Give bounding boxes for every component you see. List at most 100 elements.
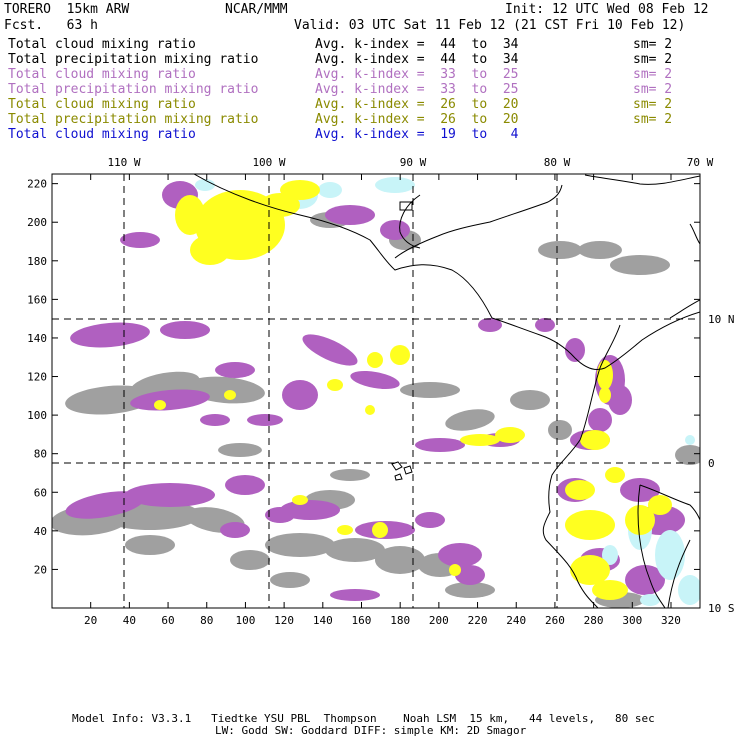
legend-kindex: Avg. k-index = 19 to 4 bbox=[315, 127, 519, 142]
y-tick-label: 200 bbox=[27, 216, 47, 229]
yellow-cloud-area bbox=[449, 564, 461, 576]
yellow-cloud-area bbox=[224, 390, 236, 400]
cyan-cloud-area bbox=[685, 435, 695, 445]
y-tick-label: 40 bbox=[34, 525, 47, 538]
yellow-cloud-area bbox=[365, 405, 375, 415]
cyan-cloud-area bbox=[318, 182, 342, 198]
purple-cloud-area bbox=[130, 389, 210, 411]
plot-frame bbox=[51, 173, 701, 609]
init-time: Init: 12 UTC Wed 08 Feb 12 bbox=[505, 2, 709, 17]
purple-cloud-area bbox=[455, 565, 485, 585]
valid-time: Valid: 03 UTC Sat 11 Feb 12 (21 CST Fri … bbox=[294, 18, 686, 33]
gray-cloud-area bbox=[400, 382, 460, 398]
legend-smoothing: sm= 2 bbox=[633, 37, 673, 52]
purple-cloud-area bbox=[120, 232, 160, 248]
yellow-cloud-area bbox=[154, 400, 166, 410]
yellow-cloud-area bbox=[337, 525, 353, 535]
purple-cloud-area bbox=[620, 478, 660, 502]
gray-cloud-area bbox=[325, 538, 385, 562]
y-tick-label: 120 bbox=[27, 371, 47, 384]
yellow-cloud-area bbox=[292, 495, 308, 505]
purple-cloud-area bbox=[565, 338, 585, 362]
purple-cloud-area bbox=[125, 483, 215, 507]
legend-field: Total cloud mixing ratio bbox=[8, 67, 196, 82]
longitude-label: 100 W bbox=[252, 156, 285, 169]
gray-cloud-area bbox=[538, 241, 582, 259]
x-tick-label: 300 bbox=[622, 614, 642, 627]
legend-field: Total cloud mixing ratio bbox=[8, 97, 196, 112]
yellow-cloud-area bbox=[565, 510, 615, 540]
x-tick-label: 80 bbox=[200, 614, 213, 627]
legend-smoothing: sm= 2 bbox=[633, 82, 673, 97]
gray-cloud-area bbox=[510, 390, 550, 410]
purple-cloud-area bbox=[330, 589, 380, 601]
purple-cloud-area bbox=[608, 385, 632, 415]
gray-cloud-area bbox=[270, 572, 310, 588]
x-tick-label: 120 bbox=[274, 614, 294, 627]
model-info: Model Info: V3.3.1 Tiedtke YSU PBL Thomp… bbox=[72, 712, 655, 725]
yellow-cloud-area bbox=[367, 352, 383, 368]
legend-field: Total precipitation mixing ratio bbox=[8, 52, 259, 67]
x-tick-label: 200 bbox=[429, 614, 449, 627]
legend-row: Total precipitation mixing ratio Avg. k-… bbox=[8, 82, 732, 97]
gray-cloud-area bbox=[230, 550, 270, 570]
y-tick-label: 140 bbox=[27, 332, 47, 345]
cloud-field-layer bbox=[52, 177, 700, 608]
x-tick-label: 180 bbox=[390, 614, 410, 627]
x-tick-label: 220 bbox=[468, 614, 488, 627]
yellow-cloud-area bbox=[625, 505, 655, 535]
y-tick-label: 100 bbox=[27, 409, 47, 422]
longitude-label: 110 W bbox=[107, 156, 140, 169]
purple-cloud-area bbox=[247, 414, 283, 426]
legend-row: Total precipitation mixing ratio Avg. k-… bbox=[8, 112, 732, 127]
yellow-cloud-area bbox=[390, 345, 410, 365]
graticule bbox=[52, 174, 700, 608]
legend-row: Total cloud mixing ratio Avg. k-index = … bbox=[8, 67, 732, 82]
x-tick-label: 240 bbox=[506, 614, 526, 627]
legend-row: Total cloud mixing ratio Avg. k-index = … bbox=[8, 37, 732, 52]
legend-smoothing: sm= 2 bbox=[633, 67, 673, 82]
cyan-cloud-area bbox=[602, 545, 618, 565]
purple-cloud-area bbox=[200, 414, 230, 426]
gray-cloud-area bbox=[218, 443, 262, 457]
legend-kindex: Avg. k-index = 26 to 20 bbox=[315, 112, 519, 127]
model-title: TORERO 15km ARW bbox=[4, 2, 130, 17]
legend-row: Total cloud mixing ratio Avg. k-index = … bbox=[8, 127, 732, 142]
purple-cloud-area bbox=[70, 322, 150, 348]
legend-row: Total precipitation mixing ratio Avg. k-… bbox=[8, 52, 732, 67]
gray-cloud-area bbox=[675, 445, 700, 465]
legend-kindex: Avg. k-index = 44 to 34 bbox=[315, 52, 519, 67]
y-tick-label: 180 bbox=[27, 255, 47, 268]
axes: 20 40 60 80 100 120 140 160 180 200 220 240 260 280 30… bbox=[27, 156, 734, 627]
x-tick-label: 260 bbox=[545, 614, 565, 627]
legend-row: Total cloud mixing ratio Avg. k-index = … bbox=[8, 97, 732, 112]
purple-cloud-area bbox=[160, 321, 210, 339]
y-tick-label: 20 bbox=[34, 563, 47, 576]
latitude-label: 10 S bbox=[708, 602, 735, 615]
purple-cloud-area bbox=[225, 475, 265, 495]
x-tick-label: 100 bbox=[235, 614, 255, 627]
longitude-label: 80 W bbox=[544, 156, 571, 169]
yellow-cloud-area bbox=[327, 379, 343, 391]
gray-cloud-area bbox=[445, 582, 495, 598]
x-tick-label: 160 bbox=[352, 614, 372, 627]
yellow-cloud-area bbox=[605, 467, 625, 483]
latitude-label: 0 bbox=[708, 457, 715, 470]
gray-cloud-area bbox=[610, 255, 670, 275]
purple-cloud-area bbox=[282, 380, 318, 410]
yellow-cloud-area bbox=[592, 580, 628, 600]
cyan-cloud-area bbox=[678, 575, 700, 605]
x-tick-label: 20 bbox=[84, 614, 97, 627]
organization-label: NCAR/MMM bbox=[225, 2, 288, 17]
yellow-cloud-area bbox=[280, 180, 320, 200]
yellow-cloud-area bbox=[190, 235, 230, 265]
y-tick-label: 60 bbox=[34, 486, 47, 499]
y-tick-label: 220 bbox=[27, 178, 47, 191]
legend-smoothing: sm= 2 bbox=[633, 112, 673, 127]
latitude-label: 10 N bbox=[708, 313, 735, 326]
gray-cloud-area bbox=[578, 241, 622, 259]
purple-cloud-area bbox=[65, 491, 145, 519]
purple-cloud-area bbox=[220, 522, 250, 538]
purple-cloud-area bbox=[438, 543, 482, 567]
